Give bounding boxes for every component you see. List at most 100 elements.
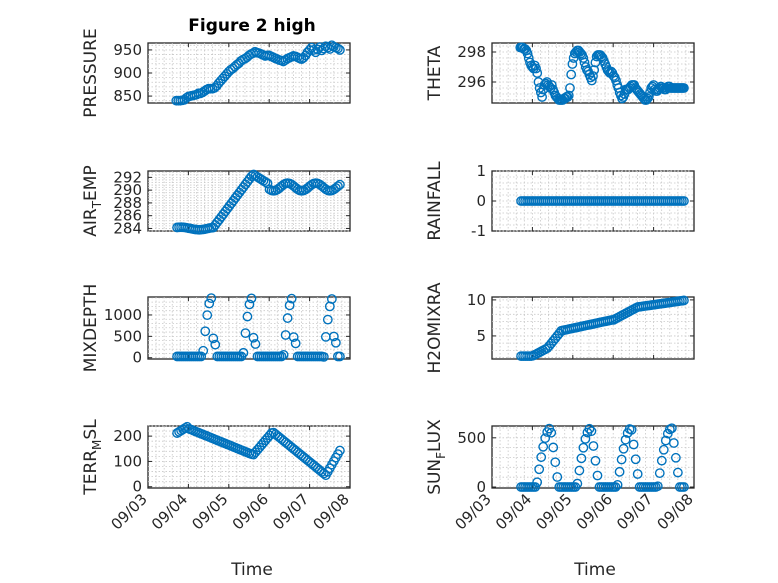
data-point — [286, 293, 297, 304]
y-tick-label: 0 — [476, 192, 486, 210]
data-point — [330, 337, 341, 348]
data-point — [196, 351, 207, 362]
data-point — [568, 53, 579, 63]
x-axis-label-left: Time — [230, 560, 273, 580]
data-point — [632, 469, 643, 479]
data-point — [318, 43, 329, 54]
y-tick-label: 1000 — [104, 306, 142, 324]
y-tick-label: 296 — [457, 73, 486, 91]
data-point — [668, 438, 679, 448]
y-axis-label: SUNFLUX — [425, 419, 448, 495]
data-point — [260, 177, 271, 187]
x-tick-label: 09/04 — [492, 490, 535, 533]
y-tick-label: 286 — [113, 207, 142, 225]
data-point — [658, 444, 669, 455]
data-point — [290, 338, 301, 349]
data-point — [526, 60, 537, 71]
data-point — [250, 339, 261, 349]
data-point — [202, 310, 213, 321]
figure-title: Figure 2 high — [188, 16, 316, 36]
y-tick-label: 850 — [113, 87, 142, 105]
data-point — [332, 181, 343, 192]
data-point — [672, 467, 683, 478]
y-tick-label: 5 — [476, 327, 486, 345]
data-point — [588, 71, 598, 81]
panel-pressure: 850 900 950 PRESSURE — [81, 28, 351, 118]
data-point — [567, 59, 578, 69]
data-point — [539, 80, 550, 90]
data-point — [642, 93, 653, 104]
x-tick-label: 09/06 — [229, 490, 272, 533]
data-point — [240, 328, 251, 339]
y-tick-label: 0 — [132, 478, 142, 496]
data-point — [282, 313, 293, 323]
data-point — [654, 468, 665, 479]
data-point — [612, 479, 623, 490]
data-point — [332, 43, 343, 54]
data-point — [618, 443, 629, 454]
y-tick-label: 100 — [113, 452, 142, 470]
data-point — [670, 452, 681, 463]
data-point — [652, 481, 663, 492]
data-point — [562, 92, 573, 102]
data-point — [679, 83, 689, 93]
data-point — [334, 351, 345, 362]
data-point — [278, 349, 289, 360]
y-tick-label: 950 — [113, 41, 142, 59]
data-point — [191, 89, 202, 100]
x-tick-label: 09/08 — [310, 490, 353, 533]
data-point — [262, 178, 273, 189]
y-tick-label: 500 — [457, 429, 486, 447]
panel-theta: 296 298 THETA — [425, 42, 695, 105]
data-point — [334, 445, 345, 456]
data-point — [679, 482, 689, 492]
data-point — [248, 332, 259, 343]
data-point — [590, 455, 601, 466]
data-point — [204, 298, 215, 309]
x-tick-label: 09/07 — [269, 490, 312, 533]
data-point — [666, 423, 677, 434]
data-point — [530, 482, 541, 492]
y-tick-label: -1 — [471, 222, 486, 240]
data-point — [574, 465, 585, 476]
data-point — [589, 65, 600, 75]
x-tick-label: 09/07 — [613, 490, 656, 533]
y-tick-label: 200 — [113, 427, 142, 445]
data-point — [643, 92, 654, 102]
data-point — [572, 478, 583, 489]
data-point — [578, 442, 589, 453]
x-tick-label: 09/05 — [532, 490, 575, 533]
data-point — [566, 69, 577, 80]
data-point — [586, 75, 597, 86]
y-tick-label: 0 — [132, 349, 142, 367]
data-point — [531, 63, 541, 74]
x-tick-label: 09/03 — [452, 490, 495, 533]
x-tick-label: 09/05 — [188, 490, 231, 533]
data-point — [580, 434, 591, 444]
y-tick-label: 290 — [113, 181, 142, 199]
data-point — [563, 90, 574, 101]
data-point — [276, 351, 287, 362]
data-point — [537, 92, 547, 102]
data-point — [522, 48, 533, 59]
data-point — [532, 477, 543, 488]
y-axis-label: TERRMSL — [81, 419, 104, 496]
data-point — [312, 44, 323, 55]
data-point — [552, 472, 563, 482]
data-point — [628, 439, 639, 450]
panel-rainfall: -1 0 1 RAINFALL — [425, 161, 695, 241]
data-point — [334, 179, 345, 190]
data-point — [318, 351, 329, 362]
y-tick-label: 0 — [476, 478, 486, 496]
data-point — [550, 457, 561, 468]
x-tick-label: 09/06 — [573, 490, 616, 533]
data-point — [576, 453, 587, 464]
data-point — [679, 295, 689, 306]
y-tick-label: 10 — [467, 291, 486, 309]
data-point — [626, 424, 637, 435]
data-point — [540, 433, 551, 444]
data-point — [645, 87, 655, 98]
data-point — [208, 333, 219, 344]
data-point — [592, 470, 603, 481]
